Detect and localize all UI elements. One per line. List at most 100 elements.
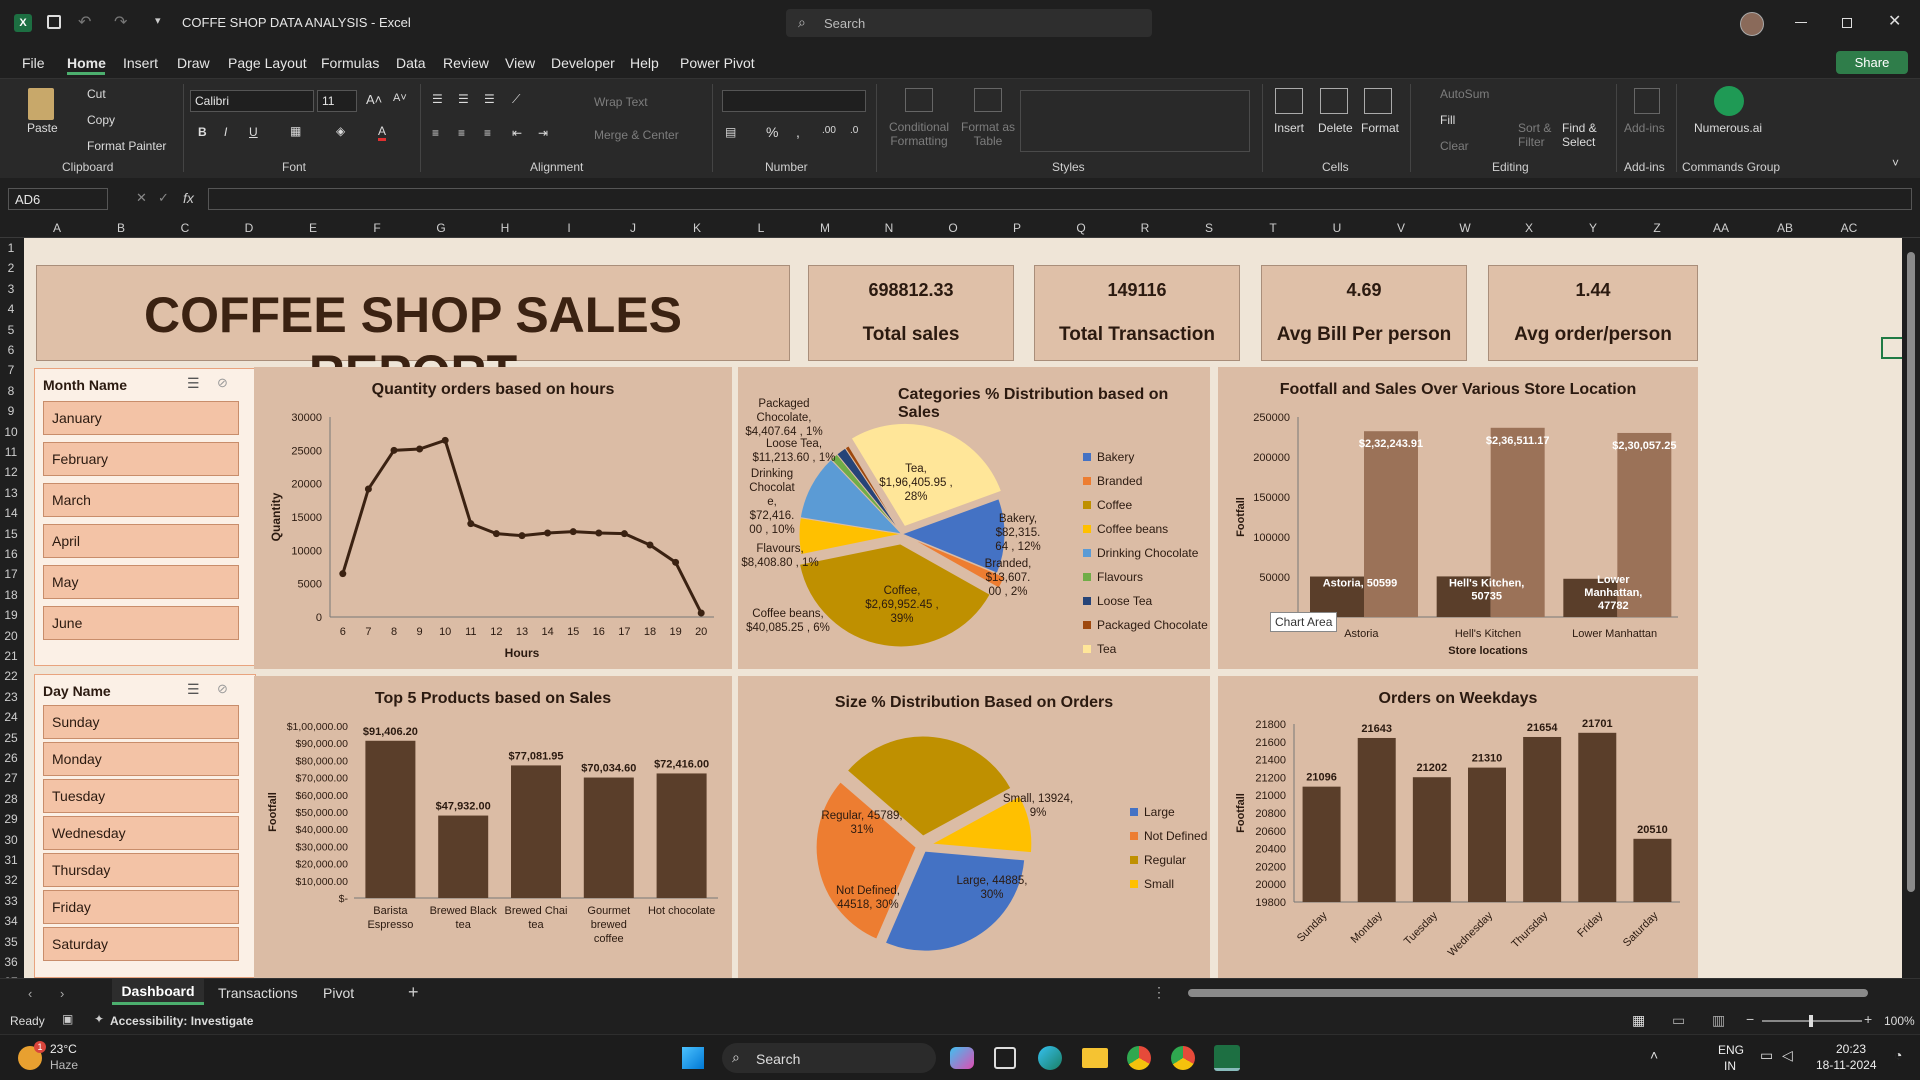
cancel-entry-icon[interactable]: ✕ xyxy=(136,190,147,205)
menu-view[interactable]: View xyxy=(505,55,536,71)
row-header[interactable]: 21 xyxy=(4,649,18,663)
chart-top-products[interactable]: Top 5 Products based on Sales $- $10,000.… xyxy=(254,676,732,978)
search-box[interactable]: ⌕ Search xyxy=(786,9,1152,37)
multi-select-icon[interactable]: ☰ xyxy=(187,681,200,697)
chrome-profile-icon[interactable] xyxy=(1171,1046,1195,1070)
italic-icon[interactable]: I xyxy=(224,125,228,139)
chart-categories[interactable]: Categories % Distribution based on Sales… xyxy=(738,367,1210,669)
format-as-table-icon[interactable] xyxy=(974,88,1002,112)
task-view-icon[interactable] xyxy=(994,1047,1016,1069)
column-header[interactable]: C xyxy=(180,221,190,235)
row-header[interactable]: 12 xyxy=(4,465,18,480)
formula-input[interactable] xyxy=(208,188,1912,210)
row-header[interactable]: 13 xyxy=(4,485,18,500)
redo-icon[interactable]: ↷ xyxy=(114,14,128,31)
menu-developer[interactable]: Developer xyxy=(551,55,615,71)
addins-icon[interactable] xyxy=(1634,88,1660,114)
share-button[interactable]: Share xyxy=(1836,51,1908,74)
row-header[interactable]: 28 xyxy=(4,791,18,806)
column-header[interactable]: F xyxy=(373,221,381,235)
day-slicer[interactable]: Day Name ☰ ⊘ Sunday Monday Tuesday Wedne… xyxy=(34,674,256,978)
add-sheet-button[interactable]: + xyxy=(408,982,419,1002)
menu-file[interactable]: File xyxy=(22,55,45,71)
clear-filter-icon[interactable]: ⊘ xyxy=(217,681,228,696)
row-header[interactable]: 9 xyxy=(7,404,15,419)
tab-options-icon[interactable]: ⋮ xyxy=(1152,984,1166,1000)
slicer-item-march[interactable]: March xyxy=(43,483,239,517)
macro-record-icon[interactable]: ▣ xyxy=(62,1012,74,1026)
row-header[interactable]: 19 xyxy=(4,608,18,623)
chart-size[interactable]: Size % Distribution Based on Orders Larg… xyxy=(738,676,1210,978)
vertical-scroll-thumb[interactable] xyxy=(1907,252,1915,892)
horizontal-scrollbar[interactable] xyxy=(1176,985,1892,1001)
slicer-item-wednesday[interactable]: Wednesday xyxy=(43,816,239,850)
column-header[interactable]: Y xyxy=(1588,221,1597,235)
row-header[interactable]: 1 xyxy=(7,241,15,255)
row-header[interactable]: 18 xyxy=(4,587,18,602)
slicer-item-february[interactable]: February xyxy=(43,442,239,476)
confirm-entry-icon[interactable]: ✓ xyxy=(158,190,169,205)
menu-page-layout[interactable]: Page Layout xyxy=(228,55,307,71)
column-header[interactable]: T xyxy=(1269,221,1277,235)
lang-primary[interactable]: ENG xyxy=(1718,1043,1745,1057)
file-explorer-icon[interactable] xyxy=(1082,1048,1108,1068)
autosum-button[interactable]: AutoSum xyxy=(1440,87,1490,101)
delete-cells-button[interactable]: Delete xyxy=(1318,121,1353,135)
row-header[interactable]: 5 xyxy=(7,322,15,337)
column-header[interactable]: P xyxy=(1012,221,1021,235)
row-header[interactable]: 29 xyxy=(4,812,18,827)
fill-button[interactable]: Fill xyxy=(1440,113,1456,127)
sheet-tab-transactions[interactable]: Transactions xyxy=(218,985,298,1001)
chart-store-locations[interactable]: Footfall and Sales Over Various Store Lo… xyxy=(1218,367,1698,669)
notifications-icon[interactable]: ◔ xyxy=(1894,1047,1903,1063)
row-header[interactable]: 30 xyxy=(4,832,18,847)
decrease-decimal-icon[interactable]: .0 xyxy=(850,125,859,136)
normal-view-icon[interactable]: ▦ xyxy=(1632,1012,1646,1028)
zoom-out-icon[interactable]: − xyxy=(1746,1011,1755,1027)
slicer-item-thursday[interactable]: Thursday xyxy=(43,853,239,887)
column-header[interactable]: A xyxy=(52,221,61,235)
column-header[interactable]: AA xyxy=(1712,221,1729,235)
horizontal-scroll-thumb[interactable] xyxy=(1188,989,1868,997)
page-break-view-icon[interactable]: ▥ xyxy=(1712,1012,1726,1028)
month-slicer[interactable]: Month Name ☰ ⊘ January February March Ap… xyxy=(34,368,256,666)
column-header[interactable]: M xyxy=(820,221,830,235)
slicer-item-sunday[interactable]: Sunday xyxy=(43,705,239,739)
network-icon[interactable]: ▭ xyxy=(1760,1047,1774,1063)
accessibility-icon[interactable]: ✦ xyxy=(94,1012,105,1026)
column-header[interactable]: B xyxy=(116,221,125,235)
column-header[interactable]: Q xyxy=(1076,221,1086,235)
conditional-formatting-button[interactable]: Conditional Formatting xyxy=(888,120,950,148)
chrome-icon[interactable] xyxy=(1127,1046,1151,1070)
slicer-item-april[interactable]: April xyxy=(43,524,239,558)
column-header[interactable]: L xyxy=(757,221,765,235)
sheet-tab-pivot[interactable]: Pivot xyxy=(323,985,355,1001)
column-header[interactable]: V xyxy=(1396,221,1405,235)
taskbar-search[interactable]: ⌕ Search xyxy=(722,1043,936,1073)
indent-decrease-icon[interactable]: ⇤ xyxy=(512,126,523,140)
row-header[interactable]: 3 xyxy=(7,281,15,296)
row-header[interactable]: 25 xyxy=(4,730,18,745)
vertical-scrollbar[interactable] xyxy=(1902,238,1920,978)
column-header[interactable]: K xyxy=(692,221,701,235)
numerous-ai-button[interactable]: Numerous.ai xyxy=(1694,121,1763,135)
column-header[interactable]: R xyxy=(1140,221,1150,235)
clock-date[interactable]: 18-11-2024 xyxy=(1816,1058,1877,1072)
row-header[interactable]: 10 xyxy=(4,424,18,439)
font-size-select[interactable]: 11 xyxy=(317,90,357,112)
collapse-ribbon-icon[interactable]: ˅ xyxy=(1892,156,1900,170)
slicer-item-monday[interactable]: Monday xyxy=(43,742,239,776)
menu-insert[interactable]: Insert xyxy=(123,55,159,71)
format-as-table-button[interactable]: Format as Table xyxy=(960,120,1015,148)
row-header[interactable]: 20 xyxy=(4,628,18,643)
menu-data[interactable]: Data xyxy=(396,55,426,71)
restore-icon[interactable] xyxy=(1842,18,1852,28)
customize-qat-icon[interactable]: ▾ xyxy=(155,15,161,27)
undo-icon[interactable]: ↶ xyxy=(78,14,92,31)
insert-cells-icon[interactable] xyxy=(1275,88,1303,114)
zoom-slider-thumb[interactable] xyxy=(1809,1015,1813,1027)
indent-increase-icon[interactable]: ⇥ xyxy=(538,126,549,140)
delete-cells-icon[interactable] xyxy=(1320,88,1348,114)
slicer-item-saturday[interactable]: Saturday xyxy=(43,927,239,961)
find-select-button[interactable]: Find & Select xyxy=(1562,121,1597,149)
